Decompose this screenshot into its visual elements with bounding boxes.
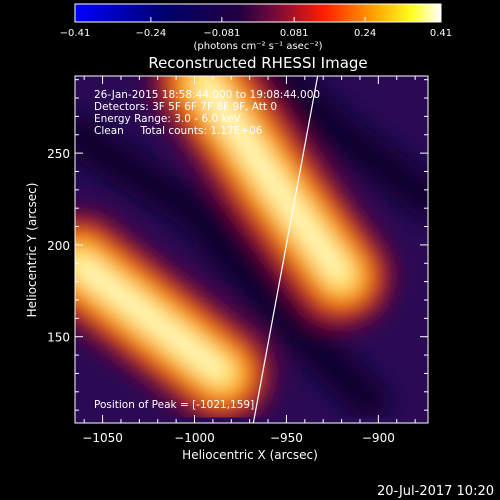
colorbar-tick-label: −0.24 xyxy=(136,28,167,39)
colorbar-units-label: (photons cm⁻² s⁻¹ asec⁻²) xyxy=(193,41,322,52)
x-tick-label: −1000 xyxy=(174,431,215,445)
heatmap-image xyxy=(75,76,428,423)
y-axis-label: Heliocentric Y (arcsec) xyxy=(25,183,39,318)
plot-area xyxy=(75,76,428,423)
peak-position-label: Position of Peak = [-1021,159] xyxy=(94,399,254,411)
colorbar-tick-label: 0.24 xyxy=(354,28,376,39)
colorbar-ticks: −0.41 −0.24 −0.081 0.081 0.24 0.41 xyxy=(60,17,452,39)
x-axis: −1050 −1000 −950 −900 xyxy=(82,76,416,445)
annotation-detectors: Detectors: 3F 5F 6F 7F 8F 9F, Att 0 xyxy=(94,101,277,113)
y-tick-label: 150 xyxy=(47,331,70,345)
y-tick-label: 200 xyxy=(47,239,70,253)
solar-limb-line xyxy=(252,76,319,423)
x-axis-label: Heliocentric X (arcsec) xyxy=(182,448,318,462)
annotation-block: 26-Jan-2015 18:58:44.000 to 19:08:44.000… xyxy=(94,89,320,137)
x-tick-label: −1050 xyxy=(82,431,123,445)
colorbar-tick-label: 0.41 xyxy=(430,28,452,39)
x-tick-label: −900 xyxy=(362,431,395,445)
annotation-energy-range: Energy Range: 3.0 - 6.0 keV xyxy=(94,113,242,125)
colorbar-tick-label: 0.081 xyxy=(280,28,309,39)
y-tick-label: 250 xyxy=(47,147,70,161)
colorbar xyxy=(74,3,442,23)
heatmap-ridge xyxy=(198,76,347,282)
colorbar-tick-label: −0.41 xyxy=(60,28,91,39)
x-tick-label: −950 xyxy=(270,431,303,445)
heatmap-ridge xyxy=(75,258,228,379)
annotation-time-range: 26-Jan-2015 18:58:44.000 to 19:08:44.000 xyxy=(94,89,320,101)
plot-frame xyxy=(74,75,429,424)
heatmap-trough xyxy=(192,215,390,421)
colorbar-tick-label: −0.081 xyxy=(203,28,240,39)
y-axis: 150 200 250 xyxy=(47,79,428,411)
heatmap-trough xyxy=(257,76,428,220)
annotation-clean-counts: Clean Total counts: 1.17E+06 xyxy=(94,125,263,137)
chart-title: Reconstructed RHESSI Image xyxy=(148,54,367,72)
timestamp: 20-Jul-2017 10:20 xyxy=(377,484,494,499)
